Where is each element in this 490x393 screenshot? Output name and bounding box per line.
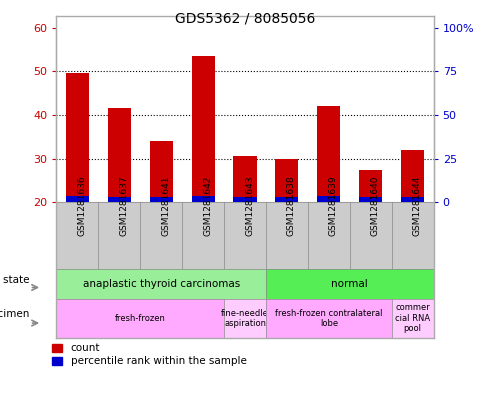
Text: GSM1281641: GSM1281641 [161, 176, 170, 236]
Legend: count, percentile rank within the sample: count, percentile rank within the sample [52, 343, 246, 366]
Bar [149, 141, 172, 202]
Text: GSM1281640: GSM1281640 [371, 176, 380, 236]
Bar [359, 170, 382, 202]
Text: GSM1281644: GSM1281644 [413, 176, 422, 236]
Bar [149, 197, 172, 202]
Text: specimen: specimen [0, 309, 30, 319]
Text: GSM1281643: GSM1281643 [245, 176, 254, 236]
Text: GSM1281639: GSM1281639 [329, 175, 338, 236]
Bar [359, 197, 382, 202]
Bar [275, 197, 298, 202]
Text: GSM1281637: GSM1281637 [119, 175, 128, 236]
Text: fresh-frozen: fresh-frozen [115, 314, 166, 323]
Bar [401, 150, 424, 202]
Text: GSM1281638: GSM1281638 [287, 175, 296, 236]
Text: anaplastic thyroid carcinomas: anaplastic thyroid carcinomas [82, 279, 240, 289]
Text: GSM1281636: GSM1281636 [77, 175, 86, 236]
Text: fine-needle
aspiration: fine-needle aspiration [221, 309, 269, 328]
Bar [108, 197, 131, 202]
Bar [401, 197, 424, 202]
Text: commer
cial RNA
pool: commer cial RNA pool [395, 303, 430, 333]
Text: fresh-frozen contralateral
lobe: fresh-frozen contralateral lobe [275, 309, 383, 328]
Text: GSM1281642: GSM1281642 [203, 176, 212, 236]
Bar [192, 196, 215, 202]
Bar [318, 106, 341, 202]
Bar [318, 196, 341, 202]
Bar [66, 196, 89, 202]
Bar [233, 156, 257, 202]
Bar [108, 108, 131, 202]
Bar [66, 73, 89, 202]
Bar [233, 197, 257, 202]
Text: GDS5362 / 8085056: GDS5362 / 8085056 [175, 12, 315, 26]
Text: normal: normal [331, 279, 368, 289]
Text: disease state: disease state [0, 275, 30, 285]
Bar [192, 56, 215, 202]
Bar [275, 159, 298, 202]
